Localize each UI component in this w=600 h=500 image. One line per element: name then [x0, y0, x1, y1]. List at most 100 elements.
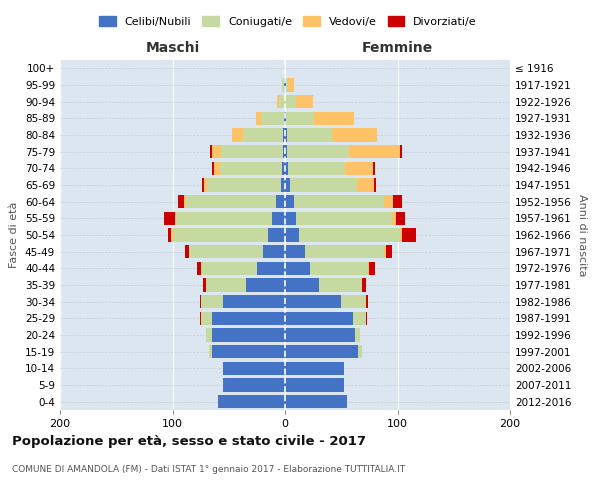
- Bar: [244, 128, 283, 141]
- Bar: [203, 278, 206, 291]
- Bar: [168, 228, 172, 241]
- Bar: [374, 178, 376, 192]
- Bar: [223, 362, 285, 375]
- Bar: [178, 195, 184, 208]
- Bar: [285, 328, 355, 342]
- Bar: [285, 245, 305, 258]
- Bar: [386, 245, 392, 258]
- Bar: [268, 228, 285, 241]
- Bar: [280, 95, 285, 108]
- Bar: [262, 112, 284, 125]
- Bar: [357, 178, 374, 192]
- Bar: [310, 262, 368, 275]
- Bar: [384, 245, 386, 258]
- Bar: [271, 212, 285, 225]
- Bar: [349, 145, 400, 158]
- Bar: [285, 78, 286, 92]
- Bar: [373, 162, 375, 175]
- Bar: [186, 195, 276, 208]
- Bar: [212, 162, 214, 175]
- Bar: [212, 145, 221, 158]
- Text: Maschi: Maschi: [145, 41, 200, 55]
- Bar: [289, 162, 344, 175]
- Legend: Celibi/Nubili, Coniugati/e, Vedovi/e, Divorziati/e: Celibi/Nubili, Coniugati/e, Vedovi/e, Di…: [94, 10, 482, 32]
- Bar: [184, 195, 186, 208]
- Bar: [361, 278, 366, 291]
- Bar: [285, 312, 353, 325]
- Bar: [370, 262, 375, 275]
- Bar: [190, 245, 263, 258]
- Bar: [285, 378, 343, 392]
- Text: Popolazione per età, sesso e stato civile - 2017: Popolazione per età, sesso e stato civil…: [12, 435, 366, 448]
- Bar: [202, 178, 204, 192]
- Bar: [299, 228, 400, 241]
- Bar: [344, 162, 373, 175]
- Bar: [206, 328, 212, 342]
- Bar: [286, 112, 314, 125]
- Bar: [319, 278, 361, 291]
- Bar: [358, 345, 361, 358]
- Bar: [276, 195, 285, 208]
- Bar: [284, 78, 285, 92]
- Bar: [397, 212, 406, 225]
- Bar: [285, 295, 341, 308]
- Bar: [287, 145, 349, 158]
- Bar: [353, 312, 366, 325]
- Bar: [220, 162, 281, 175]
- Bar: [223, 295, 285, 308]
- Bar: [199, 295, 200, 308]
- Bar: [285, 95, 296, 108]
- Bar: [281, 178, 285, 192]
- Bar: [286, 78, 289, 92]
- Bar: [199, 312, 200, 325]
- Bar: [314, 112, 353, 125]
- Bar: [232, 128, 244, 141]
- Bar: [204, 178, 208, 192]
- Bar: [384, 195, 393, 208]
- Bar: [287, 128, 332, 141]
- Bar: [285, 212, 296, 225]
- Bar: [392, 212, 397, 225]
- Bar: [197, 262, 200, 275]
- Bar: [283, 128, 285, 141]
- Bar: [289, 78, 294, 92]
- Bar: [185, 245, 190, 258]
- Text: Anni di nascita: Anni di nascita: [577, 194, 587, 276]
- Bar: [285, 278, 319, 291]
- Bar: [285, 362, 343, 375]
- Y-axis label: Fasce di età: Fasce di età: [10, 202, 19, 268]
- Bar: [208, 178, 281, 192]
- Bar: [285, 145, 287, 158]
- Text: Femmine: Femmine: [362, 41, 433, 55]
- Bar: [400, 145, 402, 158]
- Bar: [277, 95, 280, 108]
- Bar: [285, 128, 287, 141]
- Bar: [209, 145, 212, 158]
- Bar: [285, 395, 347, 408]
- Bar: [281, 78, 284, 92]
- Bar: [393, 195, 402, 208]
- Bar: [366, 295, 368, 308]
- Bar: [212, 345, 285, 358]
- Bar: [172, 228, 173, 241]
- Bar: [285, 195, 294, 208]
- Bar: [285, 178, 290, 192]
- Bar: [221, 145, 283, 158]
- Bar: [163, 212, 175, 225]
- Bar: [173, 228, 268, 241]
- Bar: [332, 128, 377, 141]
- Bar: [285, 162, 289, 175]
- Bar: [223, 378, 285, 392]
- Bar: [200, 295, 223, 308]
- Bar: [200, 262, 257, 275]
- Bar: [175, 212, 176, 225]
- Bar: [341, 295, 366, 308]
- Bar: [257, 262, 285, 275]
- Bar: [285, 228, 299, 241]
- Bar: [294, 195, 384, 208]
- Bar: [218, 395, 285, 408]
- Bar: [209, 345, 212, 358]
- Bar: [285, 345, 358, 358]
- Bar: [212, 328, 285, 342]
- Bar: [206, 278, 245, 291]
